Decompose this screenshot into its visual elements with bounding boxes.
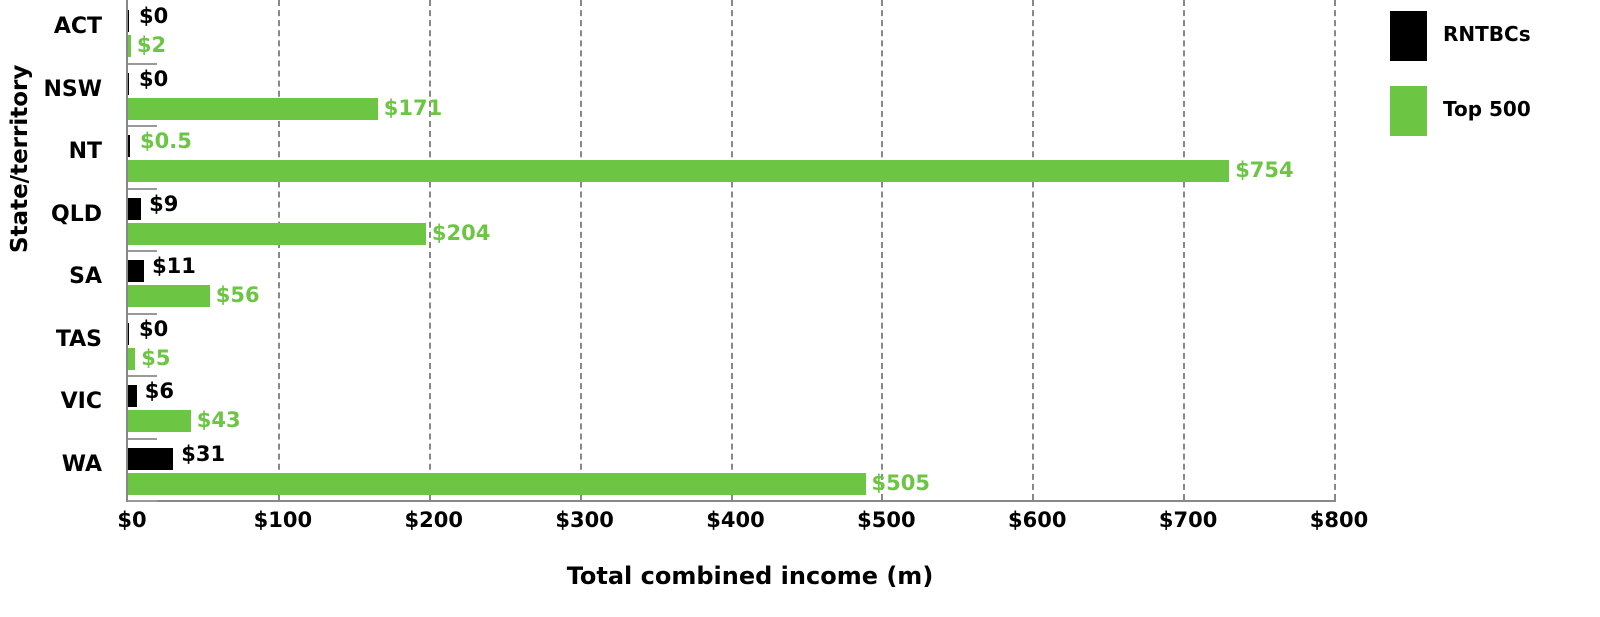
gridline — [1032, 0, 1035, 500]
y-axis-title: State/territory — [7, 64, 33, 253]
value-label-top500: $5 — [141, 345, 171, 370]
value-label-top500: $204 — [431, 220, 491, 245]
legend-swatch-rntbcs — [1390, 11, 1427, 61]
category-separator — [128, 250, 157, 252]
category-separator — [128, 187, 157, 190]
value-label-rntbcs: $9 — [149, 191, 179, 216]
category-label: WA — [61, 451, 102, 477]
value-label-rntbcs: $0 — [139, 66, 169, 91]
value-label-top500: $2 — [136, 33, 167, 57]
value-label-top500: $754 — [1235, 158, 1294, 182]
bar-rntbcs — [128, 135, 130, 157]
x-tick-label: $200 — [404, 508, 463, 532]
value-label-top500: $43 — [196, 408, 241, 432]
legend-label-top500: Top 500 — [1443, 97, 1531, 121]
legend-swatch-top500 — [1390, 86, 1427, 136]
value-label-rntbcs: $6 — [144, 379, 174, 403]
x-tick-label: $0 — [117, 508, 147, 532]
gridline — [277, 0, 280, 500]
category-separator — [128, 437, 157, 440]
category-label: VIC — [60, 389, 102, 414]
bar-rntbcs — [128, 10, 129, 32]
category-label: NSW — [43, 76, 102, 102]
gridline — [428, 0, 431, 500]
bar-rntbcs — [128, 72, 129, 95]
value-label-rntbcs: $31 — [181, 441, 226, 466]
bar-top500 — [128, 222, 426, 245]
y-axis-line — [126, 0, 128, 502]
gridline — [1334, 0, 1336, 500]
value-label-rntbcs: $0 — [139, 316, 169, 341]
category-label: QLD — [51, 201, 102, 227]
x-axis-line — [126, 500, 1336, 502]
value-label-top500: $56 — [215, 283, 260, 307]
category-label: TAS — [55, 326, 102, 352]
x-tick-label: $500 — [857, 508, 916, 532]
value-label-rntbcs: $0 — [139, 4, 169, 28]
value-label-rntbcs: $11 — [152, 254, 196, 278]
gridline — [579, 0, 582, 500]
bar-top500 — [128, 410, 191, 432]
bar-rntbcs — [128, 260, 145, 282]
x-tick-label: $400 — [706, 508, 765, 532]
gridline — [881, 0, 884, 500]
x-tick-label: $300 — [555, 508, 614, 532]
bar-top500 — [128, 472, 866, 495]
value-label-top500: $171 — [383, 95, 443, 120]
gridline — [1183, 0, 1186, 500]
legend-label-rntbcs: RNTBCs — [1443, 22, 1531, 46]
value-label-top500: $505 — [871, 470, 930, 495]
bar-top500 — [128, 160, 1230, 182]
bar-rntbcs — [128, 447, 174, 470]
bar-top500 — [128, 97, 378, 120]
bar-top500 — [128, 35, 131, 57]
bar-rntbcs — [128, 197, 142, 220]
gridline — [730, 0, 733, 500]
category-separator — [128, 375, 157, 377]
category-label: ACT — [53, 14, 102, 39]
bar-rntbcs — [128, 385, 137, 407]
bar-rntbcs — [128, 322, 129, 345]
x-tick-label: $600 — [1008, 508, 1067, 532]
category-separator — [128, 125, 157, 127]
category-separator — [128, 312, 157, 315]
category-label: SA — [69, 264, 102, 289]
x-tick-label: $700 — [1158, 508, 1218, 532]
bar-top500 — [128, 347, 136, 370]
bar-top500 — [128, 285, 210, 307]
category-separator — [128, 500, 157, 502]
x-tick-label: $100 — [253, 508, 313, 532]
category-label: NT — [68, 139, 102, 164]
x-tick-label: $800 — [1309, 508, 1369, 532]
category-separator — [128, 62, 157, 65]
value-label-rntbcs: $0.5 — [140, 129, 192, 153]
x-axis-title: Total combined income (m) — [566, 562, 934, 590]
